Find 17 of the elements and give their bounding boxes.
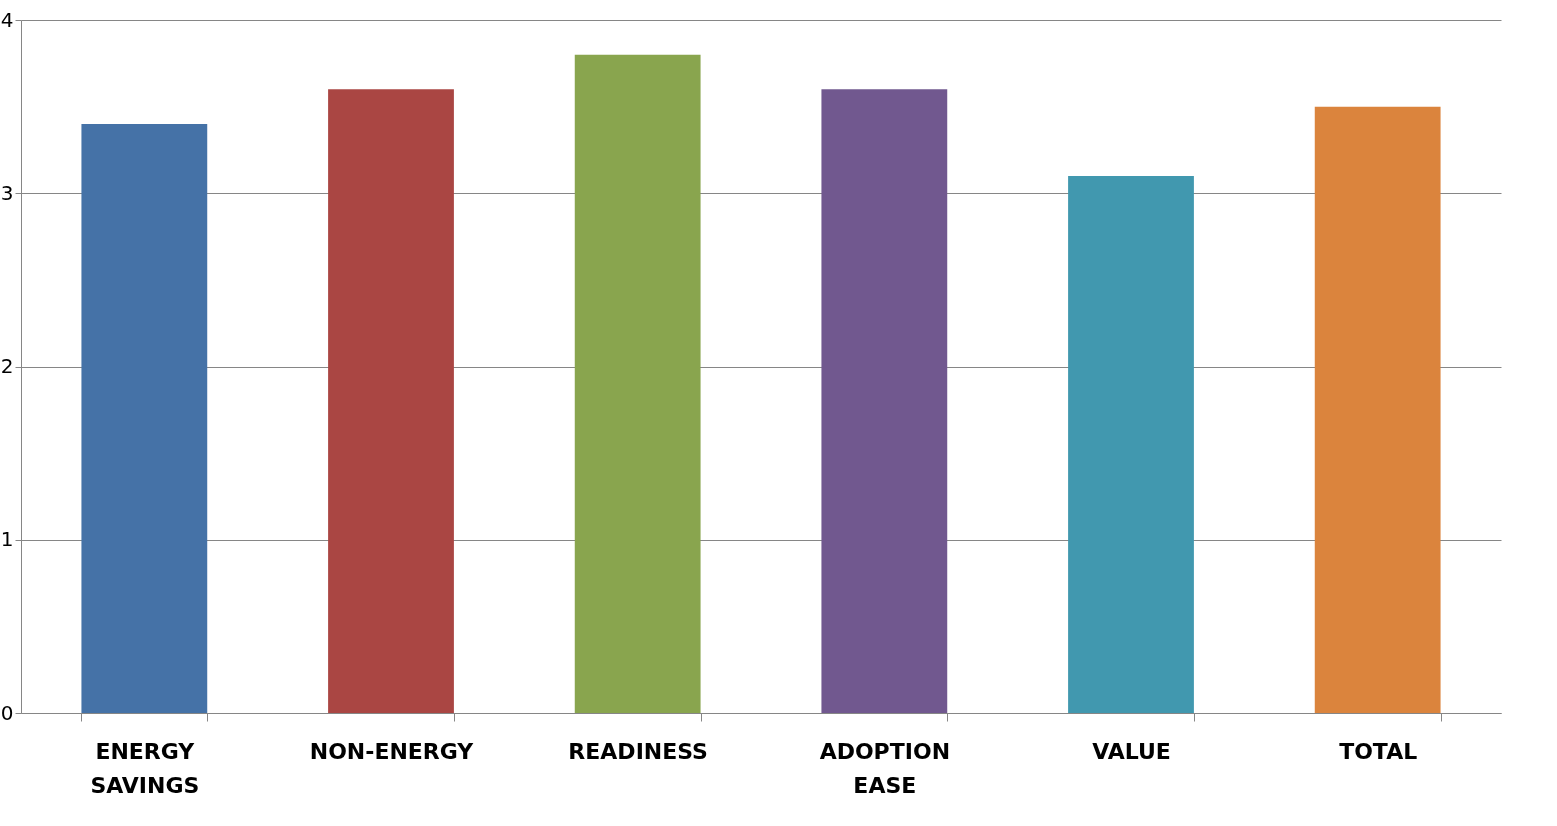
y-tick-label: 3 (0, 180, 14, 205)
y-tick-label: 2 (0, 354, 14, 378)
bar (1314, 106, 1441, 713)
x-tick-label: READINESS (568, 738, 708, 764)
x-tick-label: ENERGY SAVINGS (90, 738, 200, 798)
bar (81, 123, 208, 713)
x-tick-label: ADOPTION EASE (819, 738, 951, 798)
bar (821, 89, 948, 713)
y-tick-label: 4 (0, 7, 14, 32)
y-tick-label: 0 (0, 700, 14, 725)
x-tick-label: TOTAL (1339, 738, 1418, 764)
x-tick-label: NON-ENERGY (309, 738, 475, 764)
x-tick-label: VALUE (1092, 738, 1171, 764)
bar (1068, 175, 1194, 713)
bar (574, 54, 701, 713)
y-tick-label: 1 (0, 527, 14, 552)
bar (328, 89, 454, 713)
